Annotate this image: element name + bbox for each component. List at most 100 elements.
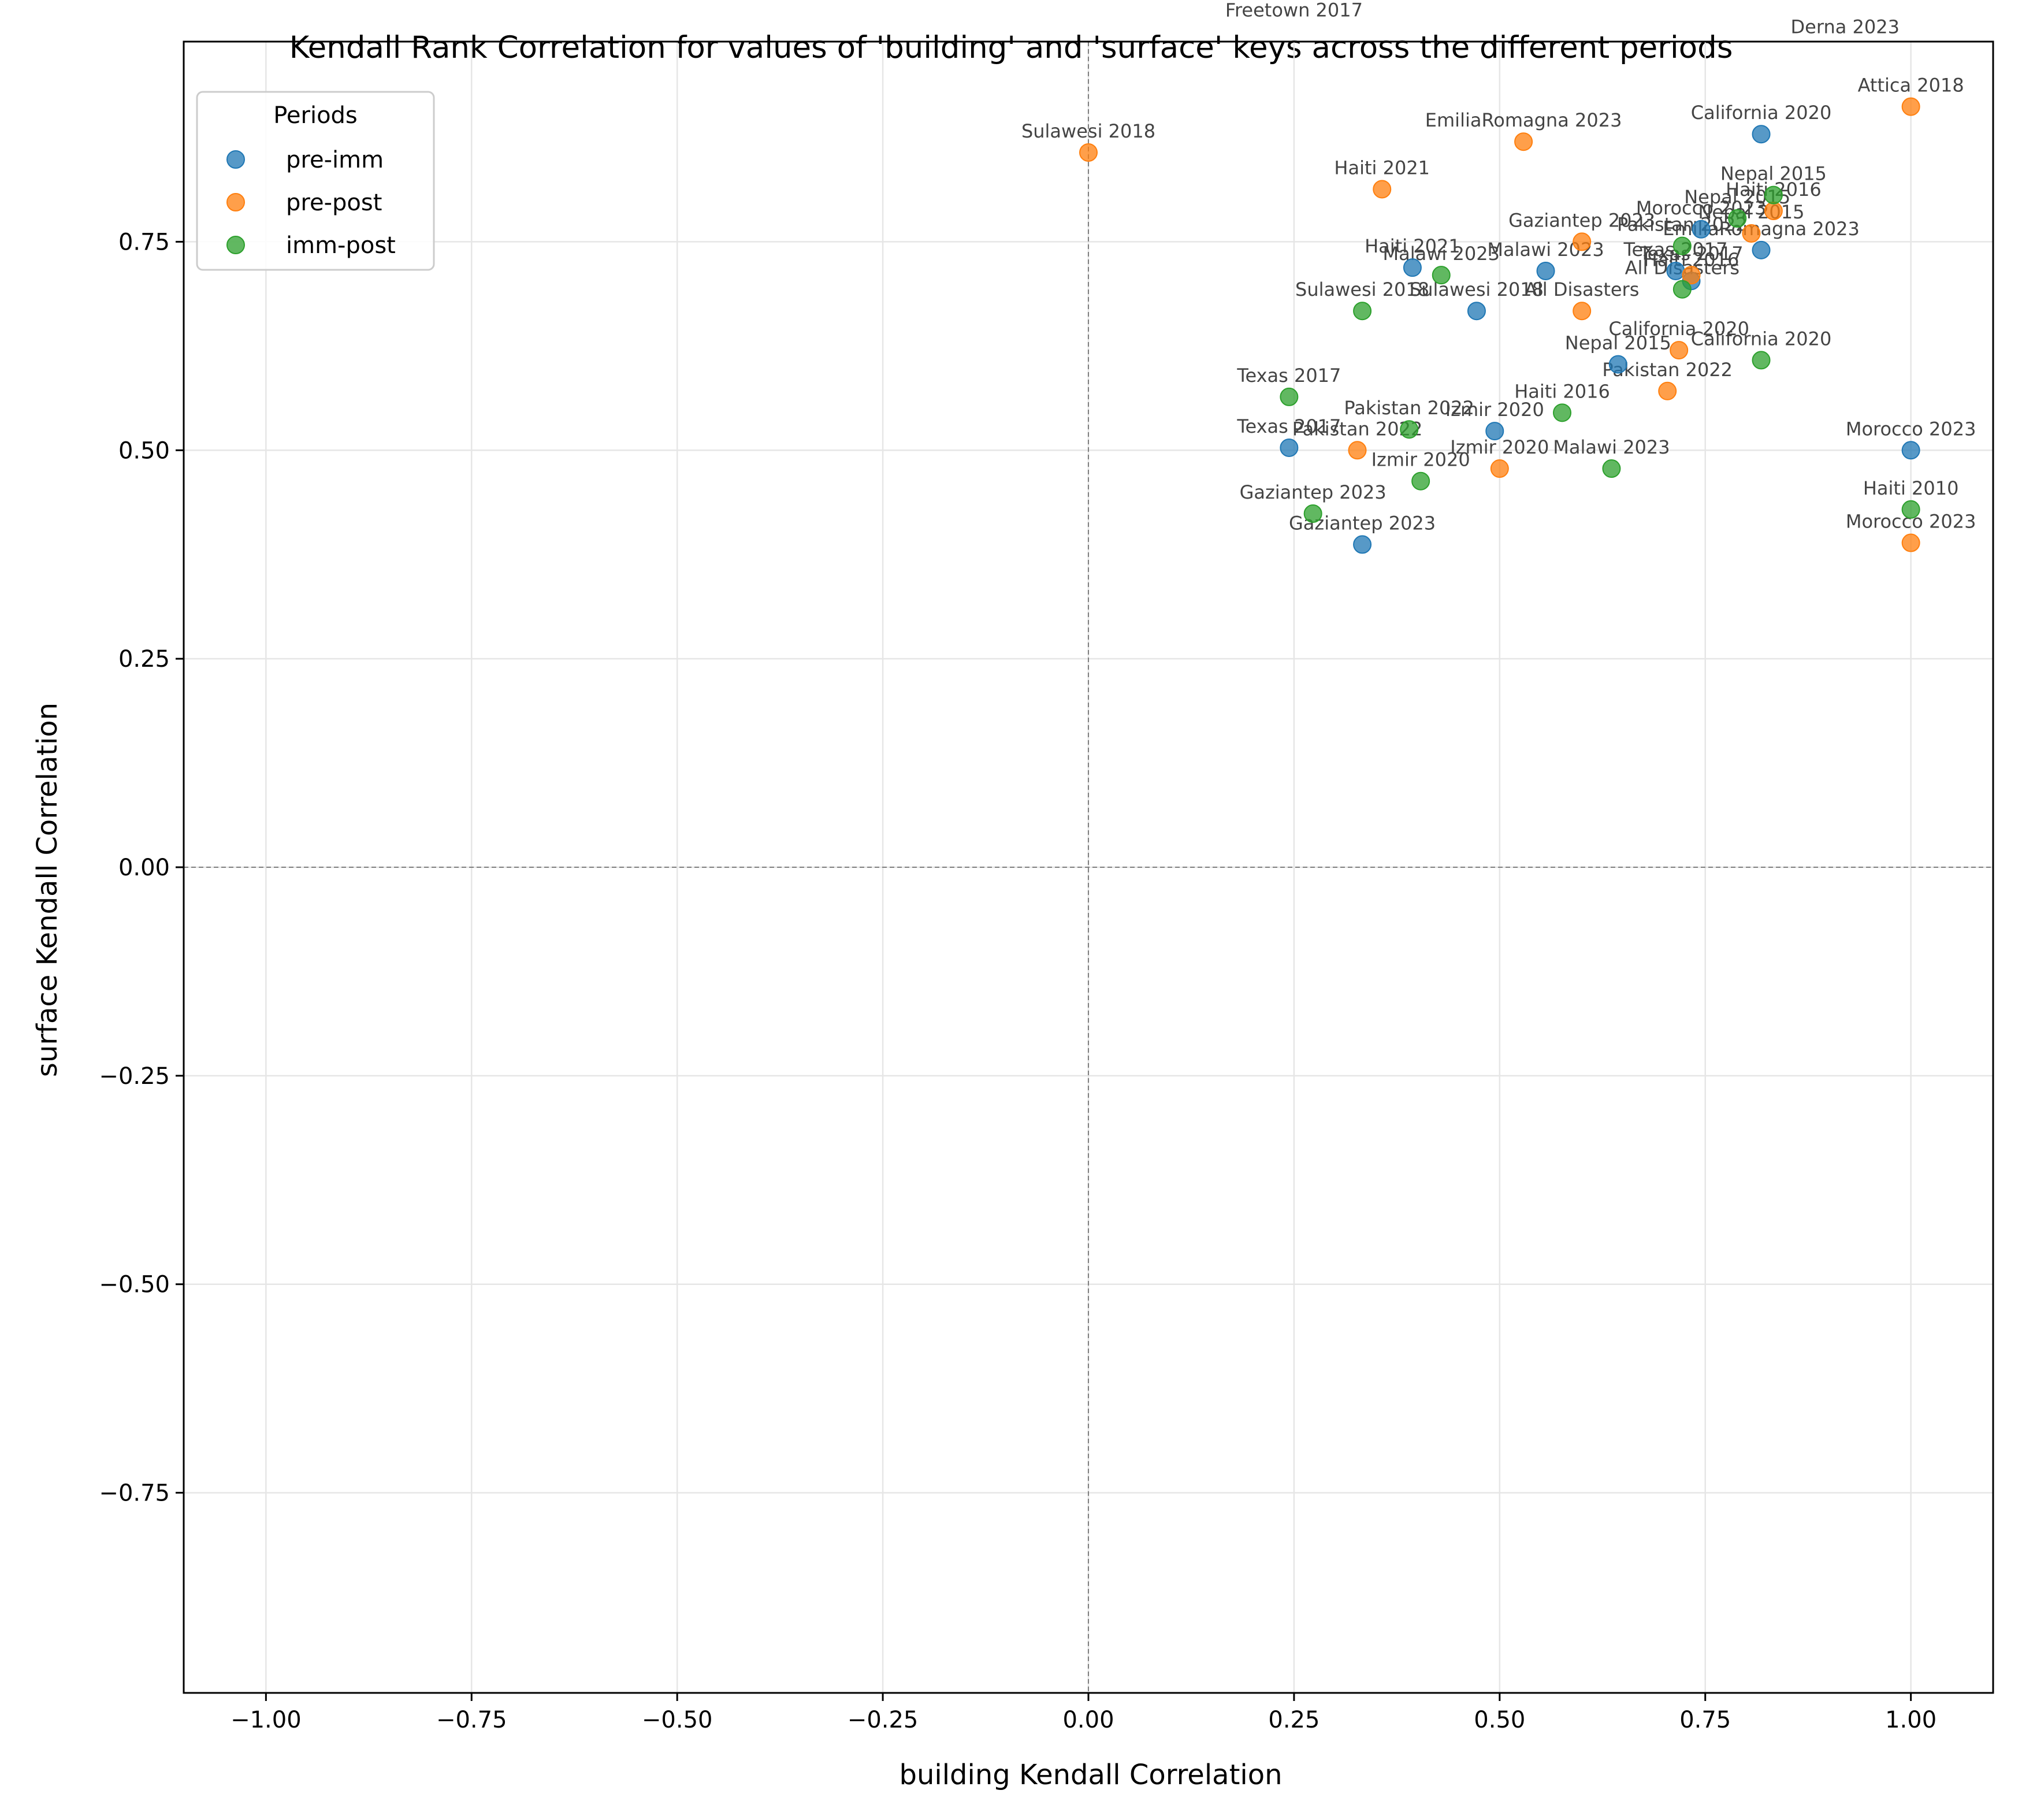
pre-post-point (1682, 266, 1701, 285)
x-tick-label: 0.75 (1679, 1707, 1731, 1733)
imm-post-point (1411, 471, 1430, 491)
imm-post-point (1672, 236, 1692, 255)
imm-post-point (1752, 351, 1771, 370)
point-annotation: Nepal 2015 (1698, 201, 1804, 223)
pre-imm-point (1353, 535, 1372, 554)
pre-imm-point (1467, 302, 1486, 321)
pre-post-point (1901, 533, 1920, 552)
point-annotation: Derna 2023 (1791, 16, 1900, 38)
pre-post-point (1901, 97, 1920, 116)
pre-imm-point (1752, 125, 1771, 144)
pre-post-point (1490, 459, 1509, 478)
y-tick-label: −0.50 (99, 1272, 170, 1298)
pre-imm-point (1752, 240, 1771, 259)
legend-label-pre-post: pre-post (286, 190, 382, 216)
x-tick-label: 1.00 (1885, 1707, 1936, 1733)
legend-items: pre-imm pre-post imm-post (226, 147, 396, 259)
x-tick-label: −0.75 (436, 1707, 507, 1733)
point-annotation: California 2020 (1608, 318, 1749, 340)
legend: Periods pre-imm pre-post imm-post (196, 91, 435, 271)
pre-imm-point (1692, 220, 1711, 239)
point-annotation: Malawi 2023 (1553, 436, 1670, 458)
axis-ticks: −1.00 −0.75 −0.50 −0.25 0.00 0.25 0.50 0.75 1.00… (99, 229, 1936, 1733)
x-tick-label: −0.25 (848, 1707, 919, 1733)
x-tick-label: −1.00 (231, 1707, 302, 1733)
x-axis-label: building Kendall Correlation (899, 1759, 1282, 1791)
legend-label-pre-imm: pre-imm (286, 147, 384, 173)
y-tick-label: −0.75 (99, 1480, 170, 1507)
point-annotation: Haiti 2021 (1365, 235, 1460, 257)
imm-post-point (1672, 280, 1692, 299)
point-annotation: Haiti 2016 (1514, 380, 1610, 402)
reference-lines (184, 42, 1993, 1693)
pre-imm-point (1536, 261, 1555, 280)
point-annotation: Gaziantep 2023 (1508, 209, 1655, 231)
pre-post-point (1373, 180, 1392, 199)
data-points (1079, 97, 1920, 554)
point-annotation: Haiti 2021 (1334, 157, 1430, 179)
imm-post-point (1353, 302, 1372, 321)
x-tick-label: 0.25 (1268, 1707, 1319, 1733)
pre-post-point (1514, 132, 1533, 151)
y-tick-label: 0.75 (118, 229, 170, 255)
imm-post-point (1728, 209, 1747, 228)
pre-post-point (1573, 232, 1592, 251)
point-annotation: Haiti 2010 (1863, 477, 1959, 499)
pre-imm-point (1280, 438, 1299, 457)
imm-post-point (1432, 266, 1451, 285)
point-annotation: Sulawesi 2018 (1410, 278, 1544, 300)
point-annotation: Pakistan 2022 (1344, 397, 1474, 419)
pre-post-point (1764, 202, 1783, 221)
pre-imm-point (1901, 441, 1920, 460)
legend-title: Periods (273, 102, 358, 129)
point-annotation: Gaziantep 2023 (1240, 481, 1387, 503)
x-tick-label: −0.50 (642, 1707, 713, 1733)
x-tick-label: 0.00 (1062, 1707, 1114, 1733)
point-annotation: Morocco 2023 (1846, 418, 1976, 440)
pre-imm-point (1666, 261, 1685, 280)
point-annotation: EmiliaRomagna 2023 (1425, 109, 1622, 131)
y-tick-label: 0.50 (118, 437, 170, 464)
pre-post-point (1670, 341, 1689, 360)
point-annotation: Malawi 2023 (1383, 243, 1500, 265)
imm-post-point (1553, 403, 1572, 422)
imm-post-point (1602, 459, 1621, 478)
point-annotation: California 2020 (1691, 328, 1832, 350)
imm-post-point (1901, 500, 1920, 519)
imm-post-point (1764, 185, 1783, 205)
imm-post-point (1303, 504, 1322, 523)
point-annotation: Izmir 2020 (1450, 436, 1549, 458)
legend-marker-pre-imm (226, 150, 245, 169)
point-annotations: California 2020 Morocco 2023 EmiliaRomagna… (1021, 0, 1976, 534)
imm-post-point (1400, 420, 1419, 439)
pre-post-point (1742, 224, 1761, 243)
point-annotation: Freetown 2017 (1225, 0, 1363, 21)
pre-imm-point (1485, 422, 1504, 441)
point-annotation: Pakistan 2022 (1617, 214, 1748, 236)
pre-post-point (1573, 302, 1592, 321)
y-tick-label: 0.25 (118, 646, 170, 673)
point-annotation: Texas 2017 (1236, 365, 1341, 387)
point-annotation: Izmir 2020 (1371, 449, 1470, 471)
x-tick-label: 0.50 (1474, 1707, 1525, 1733)
point-annotation: Nepal 2015 (1720, 163, 1827, 185)
legend-box (196, 91, 435, 271)
legend-label-imm-post: imm-post (286, 232, 396, 259)
pre-post-point (1079, 143, 1098, 162)
point-annotation: All Disasters (1525, 278, 1639, 300)
point-annotation: Sulawesi 2018 (1295, 278, 1429, 300)
pre-imm-point (1403, 258, 1422, 277)
pre-post-point (1658, 381, 1677, 400)
imm-post-point (1280, 387, 1299, 406)
chart-title: Kendall Rank Correlation for values of '… (289, 30, 1733, 65)
point-annotation: California 2020 (1691, 102, 1832, 124)
point-annotation: Izmir 2020 (1445, 399, 1544, 421)
pre-imm-point (1608, 355, 1627, 374)
y-tick-label: −0.25 (99, 1063, 170, 1090)
legend-marker-pre-post (226, 193, 245, 211)
y-axis-label: surface Kendall Correlation (31, 703, 64, 1077)
pre-post-point (1348, 441, 1367, 460)
point-annotation: Texas 2017 (1236, 415, 1341, 437)
point-annotation: Attica 2018 (1858, 75, 1964, 96)
